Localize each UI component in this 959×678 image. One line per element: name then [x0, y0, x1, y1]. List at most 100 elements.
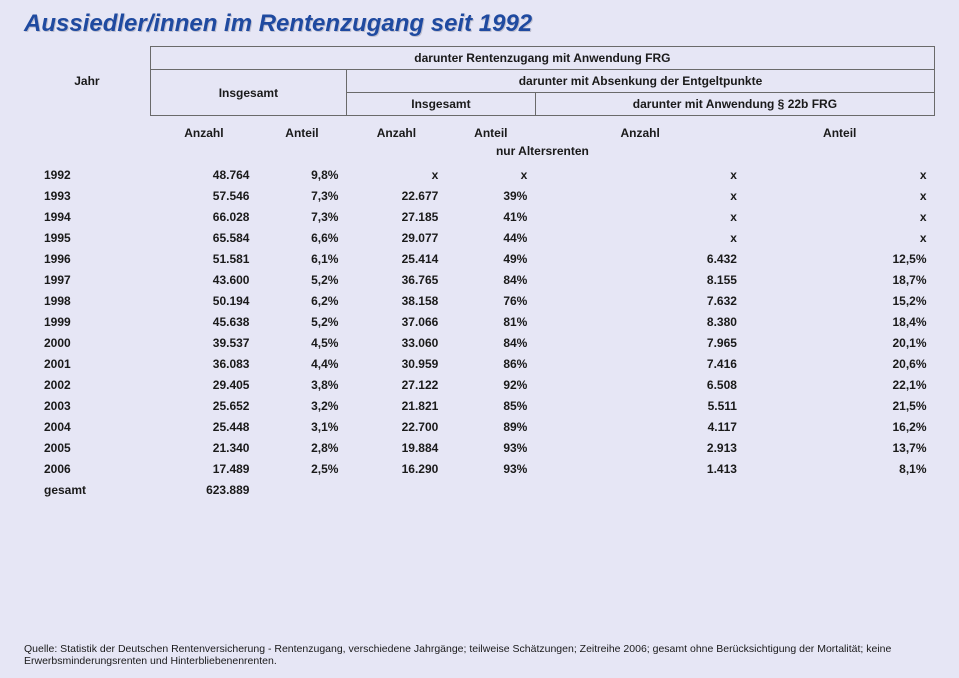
table-row: 200229.4053,8%27.12292%6.50822,1% [24, 374, 935, 395]
cell-anzahl-frg: 29.405 [150, 374, 257, 395]
cell-anzahl-entgelt: x [346, 164, 446, 185]
cell-anzahl-22b: 8.155 [535, 269, 745, 290]
cell-anteil-frg: 3,8% [257, 374, 346, 395]
col-anteil-3: Anteil [745, 122, 935, 142]
table-row: 199466.0287,3%27.18541%xx [24, 206, 935, 227]
header-insgesamt-frg: Insgesamt [150, 70, 346, 116]
table-row: 199357.5467,3%22.67739%xx [24, 185, 935, 206]
cell-anzahl-22b: 7.632 [535, 290, 745, 311]
cell-anzahl-frg: 25.448 [150, 416, 257, 437]
table-row: 200425.4483,1%22.70089%4.11716,2% [24, 416, 935, 437]
cell-year: 2000 [24, 332, 150, 353]
cell-anteil-22b: x [745, 227, 935, 248]
cell-anteil-22b: 13,7% [745, 437, 935, 458]
cell-anteil-entgelt: 39% [446, 185, 535, 206]
cell-anzahl-entgelt: 22.700 [346, 416, 446, 437]
cell-anzahl-22b: 7.416 [535, 353, 745, 374]
data-table: Jahr darunter Rentenzugang mit Anwendung… [24, 46, 935, 500]
cell-year: 1996 [24, 248, 150, 269]
cell-anteil-frg: 4,5% [257, 332, 346, 353]
table-row: 199850.1946,2%38.15876%7.63215,2% [24, 290, 935, 311]
cell-anteil-entgelt: 41% [446, 206, 535, 227]
cell-anzahl-frg: 43.600 [150, 269, 257, 290]
cell-anteil-frg: 6,6% [257, 227, 346, 248]
cell-year: 1993 [24, 185, 150, 206]
cell-anzahl-22b: 6.432 [535, 248, 745, 269]
cell-anzahl-22b: 1.413 [535, 458, 745, 479]
cell-anzahl-22b: 8.380 [535, 311, 745, 332]
cell-year: 2005 [24, 437, 150, 458]
table-row: 200325.6523,2%21.82185%5.51121,5% [24, 395, 935, 416]
table-row: 199945.6385,2%37.06681%8.38018,4% [24, 311, 935, 332]
table-row: 200617.4892,5%16.29093%1.4138,1% [24, 458, 935, 479]
cell-anteil-entgelt: 92% [446, 374, 535, 395]
cell-anzahl-22b: x [535, 206, 745, 227]
header-row-note: nur Altersrenten [24, 142, 935, 164]
cell-anzahl-entgelt: 19.884 [346, 437, 446, 458]
cell-anteil-entgelt: 84% [446, 269, 535, 290]
cell-anteil-22b: 22,1% [745, 374, 935, 395]
cell-anzahl-entgelt: 16.290 [346, 458, 446, 479]
col-anteil-2: Anteil [446, 122, 535, 142]
cell-anteil-frg: 7,3% [257, 185, 346, 206]
cell-year: 1992 [24, 164, 150, 185]
cell-anzahl-entgelt: 29.077 [346, 227, 446, 248]
header-year: Jahr [24, 47, 150, 116]
total-value: 623.889 [150, 479, 257, 500]
header-row-labels: Anzahl Anteil Anzahl Anteil Anzahl Antei… [24, 122, 935, 142]
cell-anzahl-entgelt: 30.959 [346, 353, 446, 374]
cell-anteil-frg: 4,4% [257, 353, 346, 374]
cell-anteil-22b: 12,5% [745, 248, 935, 269]
cell-anzahl-frg: 65.584 [150, 227, 257, 248]
cell-anteil-entgelt: 44% [446, 227, 535, 248]
table-row: 199248.7649,8%xxxx [24, 164, 935, 185]
cell-anteil-frg: 7,3% [257, 206, 346, 227]
cell-anzahl-frg: 21.340 [150, 437, 257, 458]
table-row: 200136.0834,4%30.95986%7.41620,6% [24, 353, 935, 374]
cell-anzahl-22b: x [535, 227, 745, 248]
cell-anzahl-22b: 6.508 [535, 374, 745, 395]
cell-anteil-22b: 20,6% [745, 353, 935, 374]
cell-anteil-22b: 18,4% [745, 311, 935, 332]
cell-anzahl-frg: 36.083 [150, 353, 257, 374]
table-row: 200039.5374,5%33.06084%7.96520,1% [24, 332, 935, 353]
cell-anteil-entgelt: 86% [446, 353, 535, 374]
col-anzahl-2: Anzahl [346, 122, 446, 142]
col-anzahl-3: Anzahl [535, 122, 745, 142]
cell-year: 2002 [24, 374, 150, 395]
cell-year: 2003 [24, 395, 150, 416]
cell-anzahl-frg: 39.537 [150, 332, 257, 353]
cell-anzahl-frg: 57.546 [150, 185, 257, 206]
col-anzahl-1: Anzahl [150, 122, 257, 142]
cell-year: 1994 [24, 206, 150, 227]
source-text: Quelle: Statistik der Deutschen Rentenve… [24, 643, 935, 668]
cell-anzahl-entgelt: 21.821 [346, 395, 446, 416]
cell-anteil-22b: 18,7% [745, 269, 935, 290]
cell-anzahl-22b: 4.117 [535, 416, 745, 437]
cell-anzahl-22b: 7.965 [535, 332, 745, 353]
cell-anzahl-entgelt: 36.765 [346, 269, 446, 290]
cell-anteil-22b: 21,5% [745, 395, 935, 416]
cell-anteil-frg: 3,1% [257, 416, 346, 437]
slide: Aussiedler/innen im Rentenzugang seit 19… [0, 0, 959, 678]
cell-anteil-22b: 15,2% [745, 290, 935, 311]
total-row: gesamt 623.889 [24, 479, 935, 500]
cell-anteil-entgelt: x [446, 164, 535, 185]
cell-anteil-frg: 2,5% [257, 458, 346, 479]
cell-anteil-22b: x [745, 206, 935, 227]
cell-anteil-frg: 3,2% [257, 395, 346, 416]
cell-anteil-frg: 5,2% [257, 269, 346, 290]
cell-anzahl-frg: 50.194 [150, 290, 257, 311]
header-22b: darunter mit Anwendung § 22b FRG [535, 93, 934, 116]
cell-anzahl-frg: 51.581 [150, 248, 257, 269]
cell-anteil-22b: x [745, 185, 935, 206]
table-row: 199743.6005,2%36.76584%8.15518,7% [24, 269, 935, 290]
cell-anzahl-22b: 2.913 [535, 437, 745, 458]
cell-anzahl-entgelt: 25.414 [346, 248, 446, 269]
cell-anzahl-entgelt: 33.060 [346, 332, 446, 353]
cell-anzahl-frg: 25.652 [150, 395, 257, 416]
cell-anteil-frg: 9,8% [257, 164, 346, 185]
cell-year: 1999 [24, 311, 150, 332]
cell-year: 2001 [24, 353, 150, 374]
cell-anzahl-entgelt: 38.158 [346, 290, 446, 311]
